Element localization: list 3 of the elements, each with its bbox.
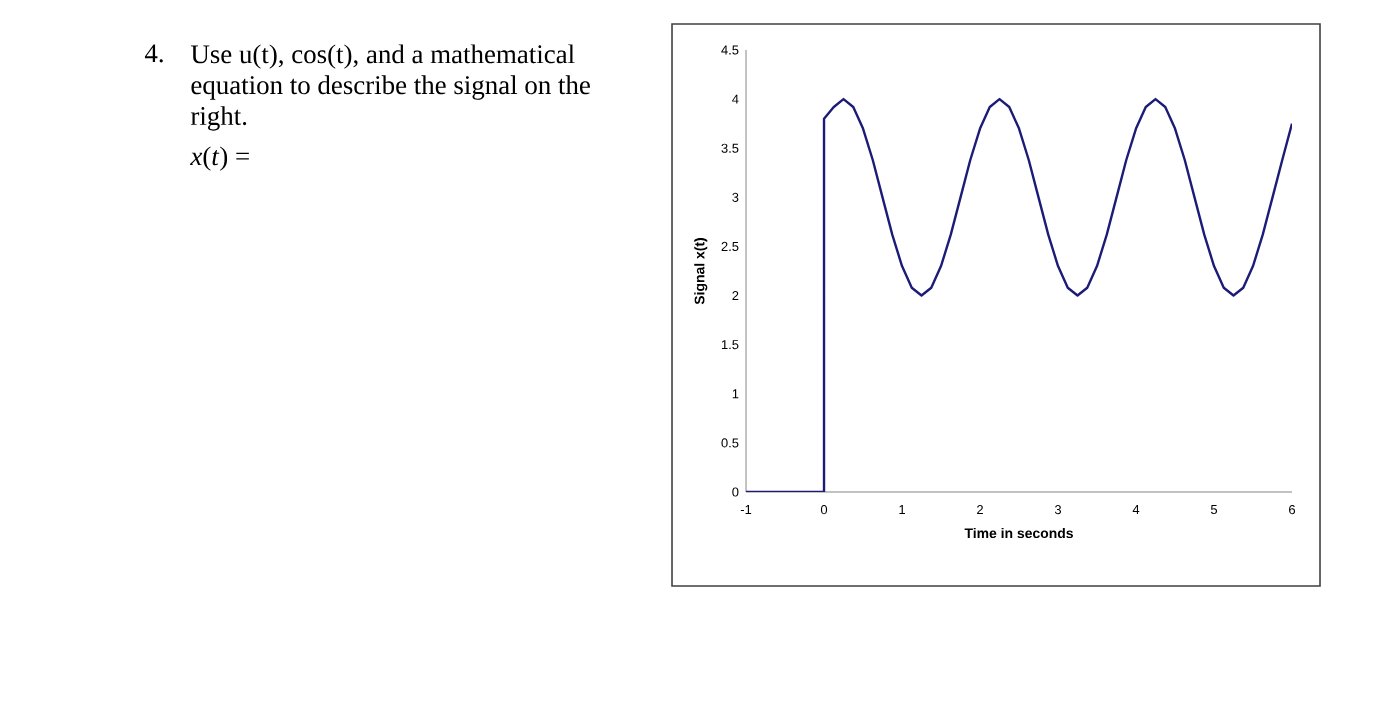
text: x(t) = — [190, 146, 249, 171]
text: 4. — [144, 44, 163, 63]
text: Use u(t), cos(t), and a mathematical equation to describe the signal on the right. — [190, 44, 590, 131]
